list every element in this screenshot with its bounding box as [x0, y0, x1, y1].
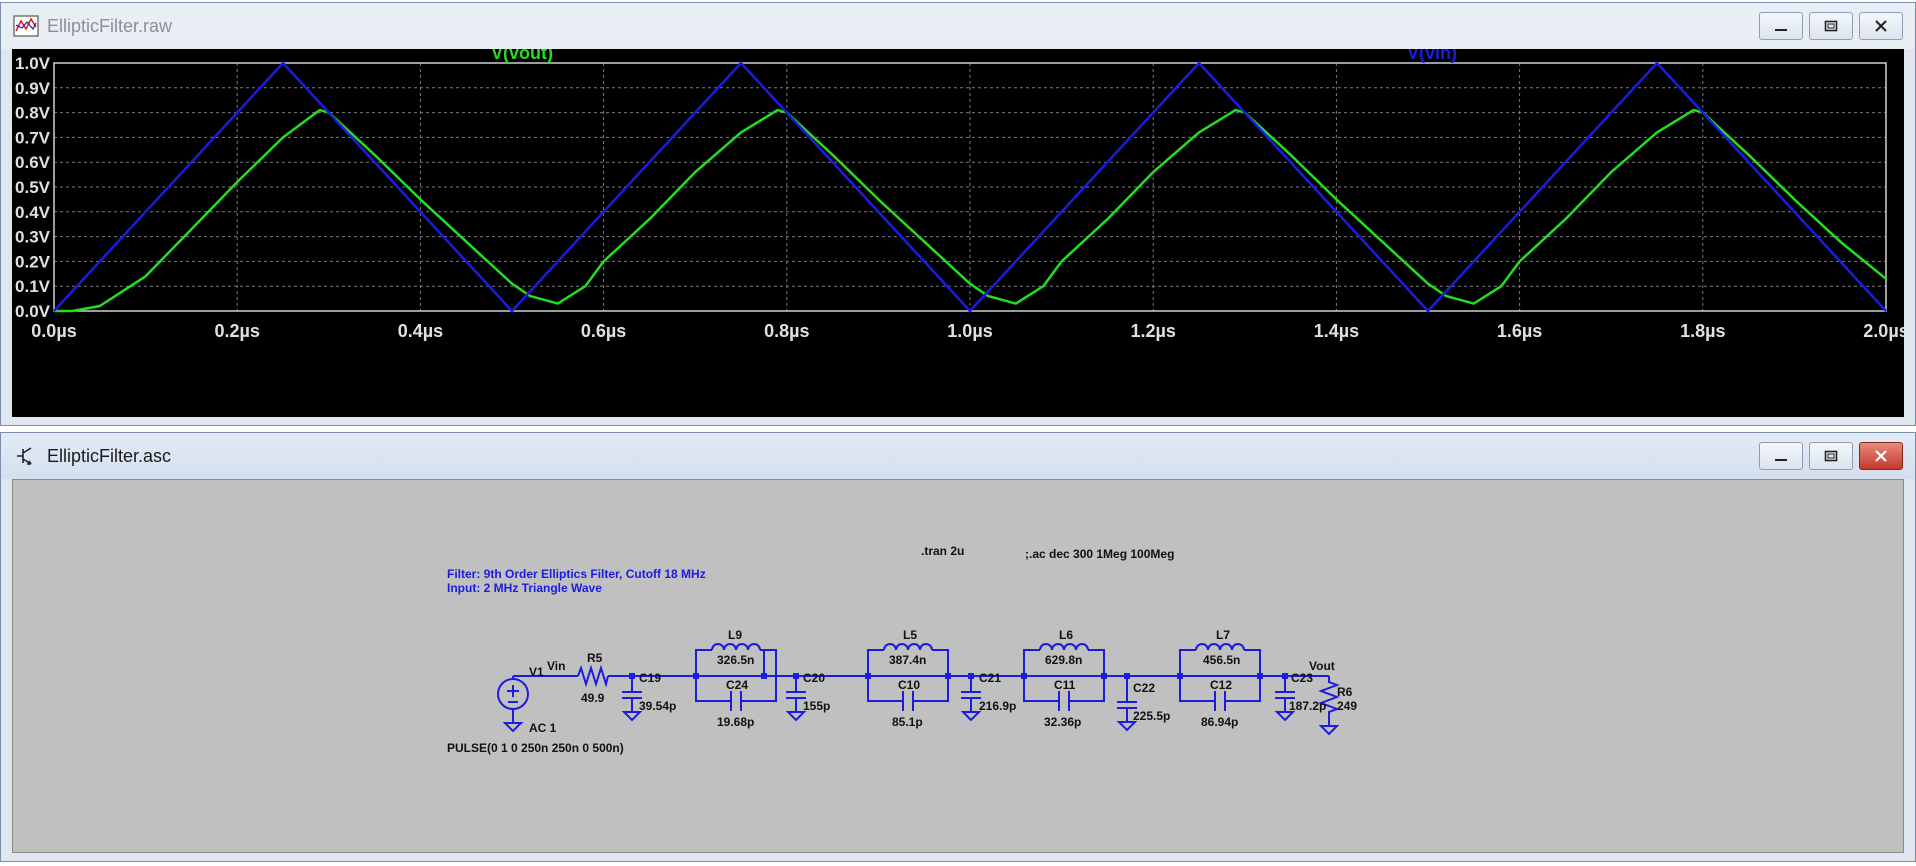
- c21-name: C21: [979, 671, 1001, 685]
- x-tick-label: 1.2µs: [1130, 321, 1175, 341]
- l5-value: 387.4n: [889, 653, 926, 667]
- y-tick-label: 0.7V: [15, 128, 51, 147]
- l5-name: L5: [903, 628, 917, 642]
- c10-value: 85.1p: [892, 715, 923, 729]
- y-tick-label: 0.2V: [15, 252, 51, 271]
- x-tick-label: 0.2µs: [214, 321, 259, 341]
- x-tick-label: 0.8µs: [764, 321, 809, 341]
- legend-label-vvin[interactable]: V(vin): [1407, 49, 1457, 63]
- c20-value: 155p: [803, 699, 830, 713]
- x-tick-label: 1.0µs: [947, 321, 992, 341]
- c19-name: C19: [639, 671, 661, 685]
- waveform-maximize-button[interactable]: [1809, 12, 1853, 40]
- schematic-window: EllipticFilter.asc: [0, 432, 1916, 862]
- y-tick-label: 0.4V: [15, 203, 51, 222]
- maximize-icon: [1824, 20, 1838, 32]
- c23-name: C23: [1291, 671, 1313, 685]
- maximize-icon: [1824, 450, 1838, 462]
- x-tick-label: 1.6µs: [1497, 321, 1542, 341]
- x-tick-label: 0.4µs: [398, 321, 443, 341]
- v1-value: AC 1: [529, 721, 557, 735]
- x-tick-label: 0.0µs: [31, 321, 76, 341]
- v1-name: V1: [529, 665, 544, 679]
- x-tick-label: 1.4µs: [1314, 321, 1359, 341]
- waveform-minimize-button[interactable]: [1759, 12, 1803, 40]
- x-tick-label: 1.8µs: [1680, 321, 1725, 341]
- schematic-close-button[interactable]: [1859, 442, 1903, 470]
- waveform-app-icon: [13, 15, 39, 37]
- l7-name: L7: [1216, 628, 1230, 642]
- schematic-app-icon: [17, 447, 32, 465]
- c19-value: 39.54p: [639, 699, 676, 713]
- y-tick-label: 0.8V: [15, 104, 51, 123]
- schematic-comment-line2: Input: 2 MHz Triangle Wave: [447, 581, 602, 595]
- c22-name: C22: [1133, 681, 1155, 695]
- y-tick-label: 0.6V: [15, 153, 51, 172]
- x-tick-label: 2.0µs: [1863, 321, 1904, 341]
- r5-name: R5: [587, 651, 603, 665]
- c20-name: C20: [803, 671, 825, 685]
- c24-name: C24: [726, 678, 748, 692]
- y-tick-label: 1.0V: [15, 54, 51, 73]
- waveform-chart[interactable]: 0.0µs 0.2µs 0.4µs 0.6µs 0.8µs 1.0µs 1.2µs 1.4µs…: [12, 49, 1904, 417]
- y-tick-label: 0.1V: [15, 277, 51, 296]
- c12-name: C12: [1210, 678, 1232, 692]
- l9-value: 326.5n: [717, 653, 754, 667]
- net-label-vin: Vin: [547, 659, 565, 673]
- c11-name: C11: [1054, 678, 1076, 692]
- c22-value: 225.5p: [1133, 709, 1170, 723]
- y-tick-label: 0.0V: [15, 302, 51, 321]
- l6-name: L6: [1059, 628, 1073, 642]
- l6-value: 629.8n: [1045, 653, 1082, 667]
- r5-value: 49.9: [581, 691, 605, 705]
- series-line-vvout: [54, 108, 1887, 313]
- schematic-comment-line1: Filter: 9th Order Elliptics Filter, Cuto…: [447, 567, 706, 581]
- v1-pulse: PULSE(0 1 0 250n 250n 0 500n): [447, 741, 624, 755]
- c24-value: 19.68p: [717, 715, 754, 729]
- legend-label-vvout[interactable]: V(vout): [491, 49, 553, 63]
- waveform-plot-area[interactable]: 0.0µs 0.2µs 0.4µs 0.6µs 0.8µs 1.0µs 1.2µs 1.4µs…: [12, 49, 1904, 417]
- tran-directive[interactable]: .tran 2u: [921, 544, 964, 558]
- c23-value: 187.2p: [1289, 699, 1326, 713]
- waveform-window-title: EllipticFilter.raw: [47, 15, 173, 36]
- schematic-minimize-button[interactable]: [1759, 442, 1803, 470]
- c10-name: C10: [898, 678, 920, 692]
- schematic-drawing[interactable]: Filter: 9th Order Elliptics Filter, Cuto…: [13, 480, 1905, 854]
- l9-name: L9: [728, 628, 742, 642]
- y-tick-label: 0.3V: [15, 228, 51, 247]
- waveform-close-button[interactable]: [1859, 12, 1903, 40]
- c12-value: 86.94p: [1201, 715, 1238, 729]
- schematic-maximize-button[interactable]: [1809, 442, 1853, 470]
- c21-value: 216.9p: [979, 699, 1016, 713]
- schematic-window-titlebar[interactable]: EllipticFilter.asc: [1, 433, 1915, 479]
- close-icon: [1875, 20, 1887, 32]
- r6-value: 249: [1337, 699, 1357, 713]
- minimize-icon: [1775, 29, 1787, 31]
- waveform-window-titlebar[interactable]: EllipticFilter.raw: [1, 3, 1915, 49]
- ac-directive[interactable]: ;.ac dec 300 1Meg 100Meg: [1025, 547, 1174, 561]
- l7-value: 456.5n: [1203, 653, 1240, 667]
- net-label-vout: Vout: [1309, 659, 1335, 673]
- waveform-window: EllipticFilter.raw 0.0µs 0.2µs 0.4µs 0.6µs 0…: [0, 2, 1916, 426]
- c11-value: 32.36p: [1044, 715, 1081, 729]
- schematic-window-title: EllipticFilter.asc: [47, 445, 172, 466]
- minimize-icon: [1775, 459, 1787, 461]
- x-tick-label: 0.6µs: [581, 321, 626, 341]
- r6-name: R6: [1337, 685, 1353, 699]
- series-line-vvin: [53, 61, 1887, 313]
- close-icon: [1875, 450, 1887, 462]
- y-tick-label: 0.9V: [15, 79, 51, 98]
- schematic-canvas[interactable]: Filter: 9th Order Elliptics Filter, Cuto…: [12, 479, 1904, 853]
- y-tick-label: 0.5V: [15, 178, 51, 197]
